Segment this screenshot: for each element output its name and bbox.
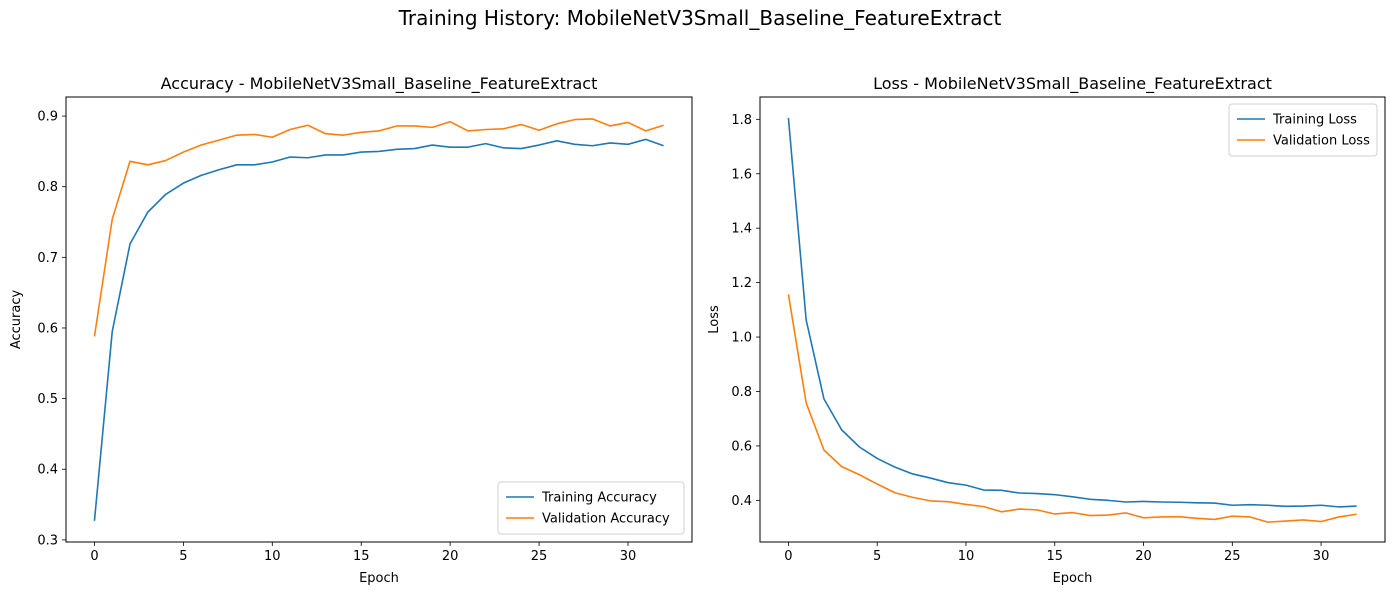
y-tick-label: 0.8	[731, 385, 752, 400]
x-tick-label: 20	[442, 549, 459, 564]
x-tick-label: 15	[1046, 549, 1063, 564]
y-tick-label: 1.8	[731, 113, 752, 128]
legend: Training Accuracy Validation Accuracy	[497, 481, 685, 535]
y-tick-label: 0.7	[37, 251, 58, 266]
plot-frame	[759, 96, 1386, 543]
chart-title: Accuracy - MobileNetV3Small_Baseline_Fea…	[161, 74, 598, 94]
accuracy-chart: 0 5 10 15 20 25 30 0.3 0.4 0.5 0.6 0.7 0.8 0.9 Accurac…	[9, 74, 693, 586]
x-tick-label: 30	[620, 549, 637, 564]
y-tick-label: 0.8	[37, 180, 58, 195]
x-tick-label: 10	[958, 549, 975, 564]
legend-label: Training Loss	[1272, 113, 1357, 128]
x-tick-label: 25	[531, 549, 548, 564]
y-axis-label: Loss	[707, 305, 722, 334]
legend-box	[1228, 103, 1378, 157]
x-axis-label: Epoch	[1053, 571, 1093, 586]
y-tick-label: 0.6	[731, 439, 752, 454]
y-tick-label: 0.3	[37, 533, 58, 548]
x-tick-label: 5	[179, 549, 187, 564]
x-tick-label: 20	[1135, 549, 1152, 564]
y-tick-label: 0.5	[37, 392, 58, 407]
loss-chart: 0 5 10 15 20 25 30 0.4 0.6 0.8 1.0 1.2 1.4 1.6 1.8 Loss…	[707, 74, 1386, 586]
plot-frame	[65, 96, 693, 543]
y-tick-label: 1.4	[731, 222, 752, 237]
series-line-training-accuracy	[93, 138, 664, 521]
y-tick-label: 1.6	[731, 167, 752, 182]
series-line-training-loss	[787, 117, 1357, 508]
legend-label: Training Accuracy	[541, 491, 657, 506]
x-tick-label: 5	[873, 549, 881, 564]
legend-label: Validation Loss	[1273, 134, 1370, 149]
y-tick-label: 1.0	[731, 331, 752, 346]
y-tick-label: 1.2	[731, 276, 752, 291]
x-tick-label: 0	[784, 549, 792, 564]
x-tick-label: 10	[264, 549, 281, 564]
figure-title: Training History: MobileNetV3Small_Basel…	[398, 6, 1002, 30]
chart-title: Loss - MobileNetV3Small_Baseline_Feature…	[873, 74, 1272, 94]
y-tick-label: 0.9	[37, 110, 58, 125]
series-line-validation-accuracy	[93, 118, 664, 337]
x-tick-label: 15	[353, 549, 370, 564]
legend-box	[497, 481, 685, 535]
x-tick-label: 25	[1224, 549, 1241, 564]
legend-label: Validation Accuracy	[542, 512, 670, 527]
y-tick-label: 0.4	[731, 494, 752, 509]
y-axis-label: Accuracy	[9, 290, 24, 350]
legend: Training Loss Validation Loss	[1228, 103, 1378, 157]
y-tick-label: 0.6	[37, 321, 58, 336]
y-tick-label: 0.4	[37, 463, 58, 478]
x-tick-label: 0	[90, 549, 98, 564]
x-tick-label: 30	[1313, 549, 1330, 564]
x-axis-label: Epoch	[359, 571, 399, 586]
series-line-validation-loss	[787, 294, 1357, 523]
